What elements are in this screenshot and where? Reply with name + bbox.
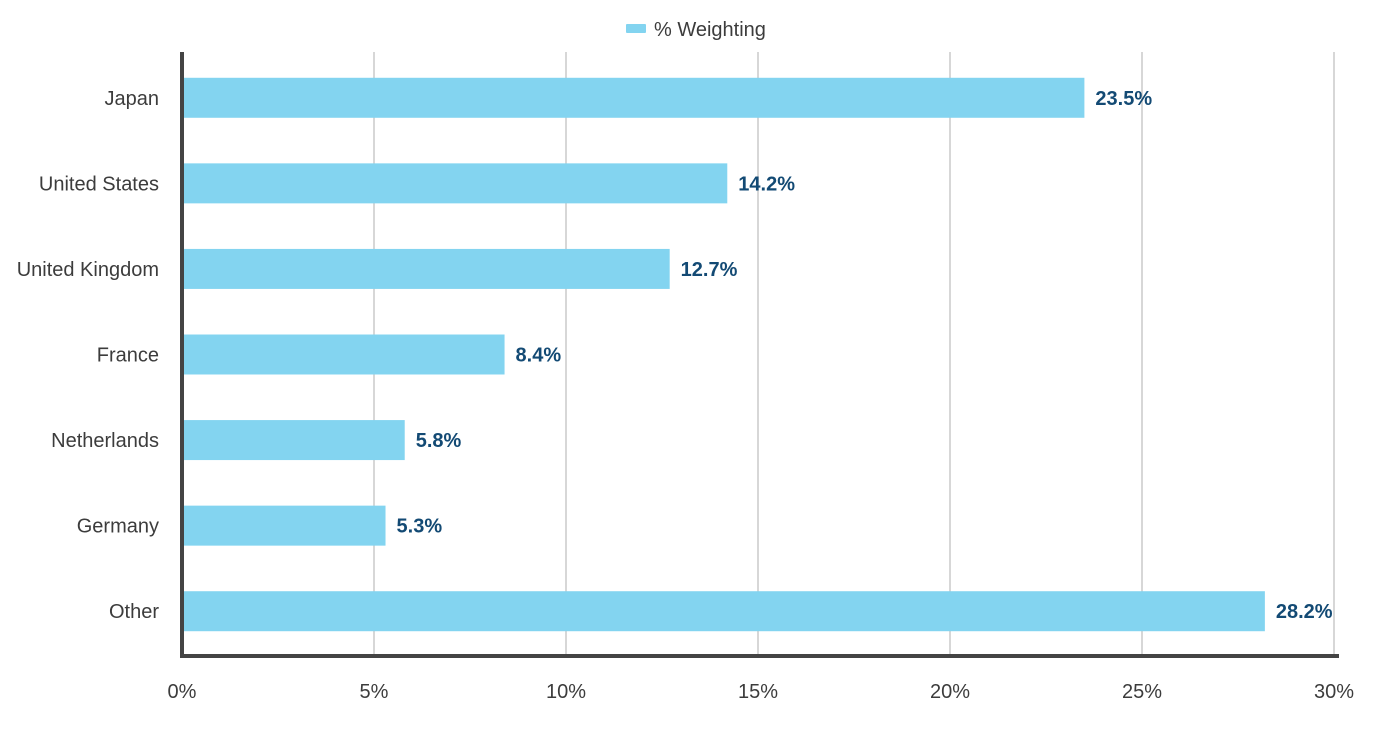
x-tick-label: 30% — [1314, 681, 1354, 703]
bar — [182, 505, 386, 546]
data-label: 23.5% — [1095, 88, 1152, 110]
x-tick-label: 0% — [168, 681, 197, 703]
bar — [182, 77, 1085, 118]
bar — [182, 591, 1265, 632]
bars — [182, 77, 1265, 632]
data-label: 12.7% — [681, 259, 738, 281]
data-label: 5.8% — [416, 430, 462, 452]
bar — [182, 334, 505, 375]
bar — [182, 420, 405, 461]
x-tick-label: 25% — [1122, 681, 1162, 703]
bar — [182, 163, 728, 204]
x-tick-labels: 0% 5% 10% 15% 20% 25% 30% — [168, 681, 1355, 703]
data-label: 8.4% — [516, 345, 562, 367]
data-label: 5.3% — [397, 516, 443, 538]
category-label: Japan — [105, 88, 160, 110]
x-tick-label: 5% — [360, 681, 389, 703]
category-label: United Kingdom — [17, 259, 159, 281]
gridlines — [373, 52, 1335, 656]
category-labels: Japan United States United Kingdom France Ne… — [17, 88, 160, 623]
x-tick-label: 10% — [546, 681, 586, 703]
category-label: United States — [39, 173, 159, 195]
data-labels: 23.5% 14.2% 12.7% 8.4% 5.8% 5.3% 28.2% — [397, 88, 1333, 623]
category-label: Germany — [77, 516, 159, 538]
category-label: Netherlands — [51, 430, 159, 452]
category-label: France — [97, 345, 159, 367]
x-tick-label: 15% — [738, 681, 778, 703]
data-label: 28.2% — [1276, 601, 1333, 623]
legend-label: % Weighting — [654, 19, 766, 41]
category-label: Other — [109, 601, 159, 623]
axes — [180, 52, 1339, 658]
data-label: 14.2% — [738, 173, 795, 195]
bar — [182, 248, 670, 289]
legend: % Weighting — [626, 19, 766, 41]
x-tick-label: 20% — [930, 681, 970, 703]
legend-swatch — [626, 24, 646, 33]
